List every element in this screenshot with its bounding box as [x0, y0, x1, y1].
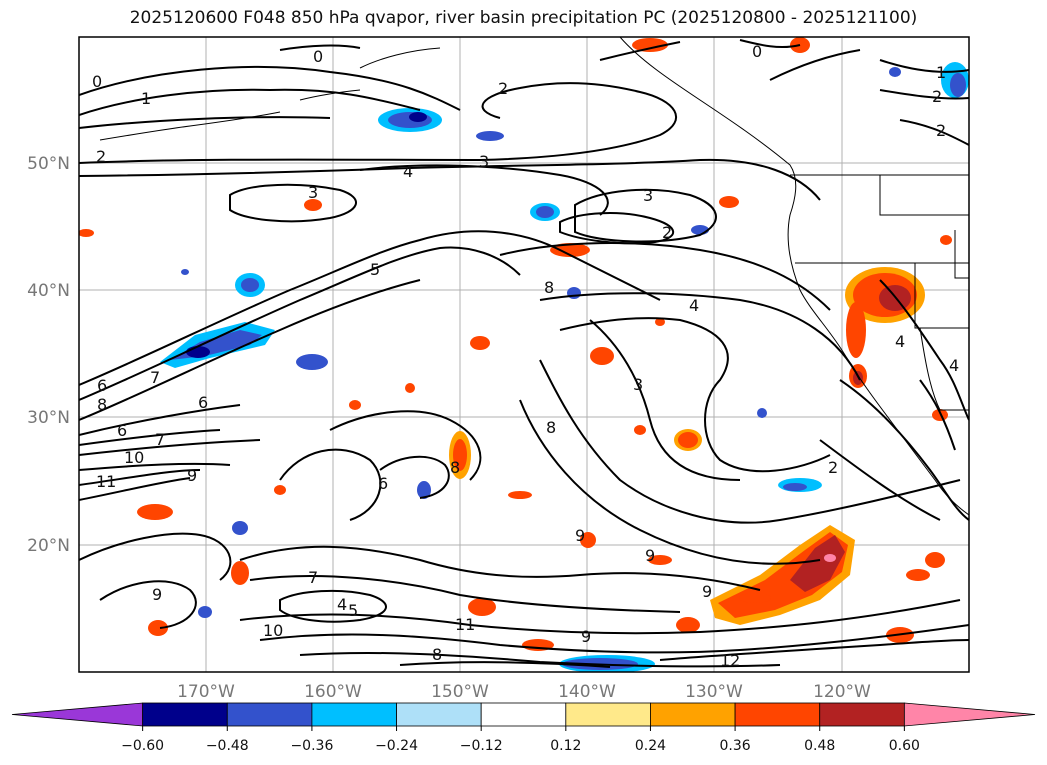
contour-label: 4	[689, 296, 699, 315]
contour-label: 3	[308, 183, 318, 202]
contour-label: 12	[720, 651, 740, 670]
colorbar-tick-label: −0.36	[290, 738, 333, 754]
colorbar-segment	[311, 702, 397, 727]
lon-label-150w: 150°W	[431, 682, 489, 702]
lat-label-30n: 30°N	[27, 408, 70, 428]
contour-label: 2	[662, 223, 672, 242]
colorbar-tick-label: −0.60	[121, 738, 164, 754]
contour-label: 3	[643, 186, 653, 205]
contour-label: 9	[187, 466, 197, 485]
colorbar-segment	[142, 702, 228, 727]
contour-label: 8	[432, 645, 442, 664]
contour-label: 2	[828, 458, 838, 477]
latitude-labels: 50°N 40°N 30°N 20°N	[27, 154, 70, 556]
contour-label: 9	[645, 546, 655, 565]
contour-label: 4	[337, 595, 347, 614]
colorbar-tick-label: 0.24	[635, 738, 666, 754]
colorbar-segment	[565, 702, 651, 727]
contour-label: 4	[403, 162, 413, 181]
contour-label: 3	[633, 375, 643, 394]
lon-label-130w: 130°W	[685, 682, 743, 702]
contour-label: 0	[92, 72, 102, 91]
contour-label: 2	[936, 121, 946, 140]
colorbar-segment	[650, 702, 736, 727]
colorbar-extend-low	[11, 702, 144, 727]
contour-label: 0	[752, 42, 762, 61]
contour-label: 11	[455, 615, 475, 634]
colorbar-tick-label: −0.12	[460, 738, 503, 754]
contour-label: 8	[544, 278, 554, 297]
contour-label: 9	[581, 627, 591, 646]
contour-label: 2	[498, 79, 508, 98]
lon-label-120w: 120°W	[813, 682, 871, 702]
colorbar-segment	[480, 702, 567, 727]
lon-label-160w: 160°W	[304, 682, 362, 702]
contour-label: 11	[96, 472, 116, 491]
contour-label: 8	[97, 395, 107, 414]
colorbar-tick-label: −0.48	[206, 738, 249, 754]
contour-label: 10	[263, 621, 283, 640]
contour-label: 7	[155, 430, 165, 449]
contour-label: 8	[450, 458, 460, 477]
contour-labels: 0 0 0 1 1 2 2 2 2 2 3 3 3 4 4 4 4 5 6 6 …	[92, 42, 959, 670]
map-title: 2025120600 F048 850 hPa qvapor, river ba…	[129, 8, 918, 28]
lat-label-20n: 20°N	[27, 536, 70, 556]
colorbar: −0.60 −0.48 −0.36 −0.24 −0.12 0.12 0.24 0.36 0.4…	[11, 702, 1036, 754]
contour-label: 1	[141, 89, 151, 108]
colorbar-segment	[734, 702, 821, 727]
contour-label: 5	[348, 601, 358, 620]
colorbar-tick-label: 0.36	[720, 738, 751, 754]
qvapor-contours	[79, 39, 969, 668]
colorbar-ticks: −0.60 −0.48 −0.36 −0.24 −0.12 0.12 0.24 0.36 0.4…	[121, 726, 920, 754]
contour-label: 10	[124, 448, 144, 467]
contour-label: 5	[370, 260, 380, 279]
colorbar-extend-high	[903, 702, 1036, 727]
coastlines	[99, 37, 969, 516]
lat-label-50n: 50°N	[27, 154, 70, 174]
contour-label: 6	[378, 474, 388, 493]
contour-label: 9	[575, 526, 585, 545]
colorbar-segments	[11, 702, 1036, 727]
colorbar-segment	[226, 702, 313, 727]
lon-label-170w: 170°W	[177, 682, 235, 702]
contour-label: 9	[702, 582, 712, 601]
lat-label-40n: 40°N	[27, 281, 70, 301]
colorbar-segment	[819, 702, 905, 727]
colorbar-tick-label: −0.24	[375, 738, 418, 754]
contour-label: 2	[96, 147, 106, 166]
contour-label: 1	[936, 63, 946, 82]
contour-label: 2	[932, 87, 942, 106]
contour-label: 7	[150, 368, 160, 387]
longitude-labels: 170°W 160°W 150°W 140°W 130°W 120°W	[177, 682, 871, 702]
contour-label: 8	[546, 418, 556, 437]
colorbar-tick-label: 0.12	[550, 738, 581, 754]
contour-label: 7	[308, 568, 318, 587]
contour-label: 4	[895, 332, 905, 351]
contour-label: 4	[949, 356, 959, 375]
map-frame	[78, 36, 970, 673]
contour-label: 9	[152, 585, 162, 604]
contour-label: 0	[313, 47, 323, 66]
contour-label: 6	[198, 393, 208, 412]
colorbar-tick-label: 0.60	[889, 738, 920, 754]
contour-label: 6	[97, 376, 107, 395]
colorbar-segment	[396, 702, 482, 727]
contour-label: 3	[479, 152, 489, 171]
contour-label: 6	[117, 421, 127, 440]
lon-label-140w: 140°W	[558, 682, 616, 702]
colorbar-tick-label: 0.48	[804, 738, 835, 754]
